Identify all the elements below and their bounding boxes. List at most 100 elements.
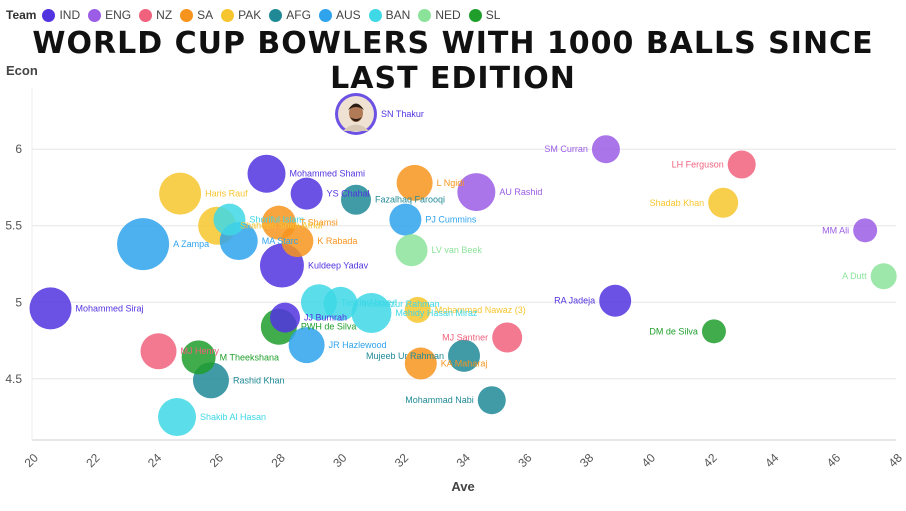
point-label: KA Maharaj bbox=[441, 358, 488, 368]
point-label: MM Ali bbox=[822, 225, 849, 235]
data-point bbox=[404, 347, 437, 380]
labels-layer: SN Thakur SM Curran LH Ferguson Mohammed Sh… bbox=[76, 109, 868, 422]
legend-label: AUS bbox=[335, 8, 361, 22]
x-tick-label: 40 bbox=[639, 450, 659, 470]
legend-swatch bbox=[88, 8, 102, 22]
legend-item-eng[interactable]: ENG bbox=[88, 8, 131, 22]
data-point bbox=[281, 225, 314, 258]
data-point bbox=[599, 284, 632, 317]
legend-swatch bbox=[180, 8, 194, 22]
legend-title: Team bbox=[6, 8, 37, 22]
legend-label: PAK bbox=[238, 8, 262, 22]
x-tick-label: 24 bbox=[145, 450, 165, 470]
x-tick-label: 28 bbox=[268, 450, 288, 470]
point-label: MJ Santner bbox=[442, 332, 488, 342]
legend-swatch bbox=[368, 8, 382, 22]
data-point bbox=[288, 327, 325, 364]
point-label: Mujeeb Ur Rahman bbox=[366, 351, 444, 361]
point-label: L Ngidi bbox=[437, 178, 465, 188]
x-tick-label: 38 bbox=[577, 450, 597, 470]
data-point bbox=[853, 218, 878, 243]
legend-swatch bbox=[42, 8, 56, 22]
point-label: MJ Henry bbox=[181, 346, 220, 356]
data-point bbox=[29, 287, 72, 330]
photo-beard bbox=[350, 117, 362, 122]
x-tick-label: 36 bbox=[515, 450, 535, 470]
data-point bbox=[870, 263, 897, 290]
data-point bbox=[213, 203, 246, 236]
point-label: A Dutt bbox=[842, 271, 867, 281]
point-label: SN Thakur bbox=[381, 109, 424, 119]
point-label: Mustafizur Rahman bbox=[362, 299, 440, 309]
data-point bbox=[140, 333, 177, 370]
data-point bbox=[727, 150, 756, 179]
data-point bbox=[351, 292, 392, 333]
legend-item-sl[interactable]: SL bbox=[468, 8, 501, 22]
x-tick-label: 44 bbox=[762, 450, 782, 470]
x-tick-label: 34 bbox=[454, 450, 474, 470]
legend-items: IND ENG NZ SA PAK AFG AUS BAN NED SL bbox=[42, 8, 508, 22]
data-point bbox=[158, 398, 197, 437]
y-axis-label: Econ bbox=[6, 63, 38, 78]
legend-swatch bbox=[418, 8, 432, 22]
point-label: DM de Silva bbox=[649, 326, 698, 336]
legend-item-aus[interactable]: AUS bbox=[318, 8, 361, 22]
point-label: MA Starc bbox=[262, 236, 299, 246]
x-tick-label: 48 bbox=[886, 450, 906, 470]
legend-item-sa[interactable]: SA bbox=[180, 8, 213, 22]
point-label: Mohammad Nabi bbox=[405, 395, 474, 405]
legend-swatch bbox=[139, 8, 153, 22]
data-point bbox=[389, 203, 422, 236]
photo-shoulders bbox=[343, 124, 369, 132]
data-point bbox=[323, 286, 358, 321]
point-label: RA Jadeja bbox=[554, 296, 595, 306]
legend-swatch bbox=[318, 8, 332, 22]
points-layer bbox=[29, 93, 897, 437]
point-label: Fazalhaq Farooqi bbox=[375, 195, 445, 205]
point-label: K Rabada bbox=[317, 236, 357, 246]
point-label: Kuldeep Yadav bbox=[308, 261, 369, 271]
x-tick-label: 30 bbox=[330, 450, 350, 470]
data-point bbox=[448, 339, 480, 372]
legend-item-nz[interactable]: NZ bbox=[139, 8, 172, 22]
point-label: A Zampa bbox=[173, 239, 209, 249]
legend-swatch bbox=[221, 8, 235, 22]
point-label: Mohammad Nawaz (3) bbox=[435, 305, 526, 315]
legend-label: ENG bbox=[105, 8, 132, 22]
legend-item-ind[interactable]: IND bbox=[42, 8, 80, 22]
point-label: JJ Bumrah bbox=[304, 313, 347, 323]
y-tick-label: 4.5 bbox=[5, 372, 22, 386]
point-label: Haris Rauf bbox=[205, 189, 248, 199]
y-tick-label: 6 bbox=[15, 142, 22, 156]
data-point bbox=[117, 218, 170, 271]
data-point bbox=[395, 234, 428, 267]
point-label: T Shamsi bbox=[300, 218, 338, 228]
data-point bbox=[492, 322, 523, 353]
x-tick-label: 42 bbox=[700, 450, 720, 470]
data-point bbox=[159, 172, 202, 215]
x-tick-label: 22 bbox=[83, 450, 103, 470]
photo-face bbox=[349, 104, 363, 123]
legend-label: BAN bbox=[385, 8, 411, 22]
point-label: JR Hazlewood bbox=[329, 340, 387, 350]
data-point bbox=[290, 177, 323, 210]
legend-label: AFG bbox=[286, 8, 311, 22]
legend-item-afg[interactable]: AFG bbox=[269, 8, 311, 22]
legend-item-ned[interactable]: NED bbox=[418, 8, 461, 22]
legend: Team IND ENG NZ SA PAK AFG AUS BAN NED SL bbox=[6, 6, 508, 24]
legend-label: SL bbox=[485, 8, 501, 22]
legend-label: SA bbox=[197, 8, 214, 22]
legend-item-pak[interactable]: PAK bbox=[221, 8, 261, 22]
legend-item-ban[interactable]: BAN bbox=[368, 8, 411, 22]
point-label: LV van Beek bbox=[432, 245, 483, 255]
point-label: YS Chahal bbox=[327, 189, 370, 199]
legend-label: NED bbox=[435, 8, 461, 22]
legend-label: NZ bbox=[156, 8, 173, 22]
point-label: PWH de Silva bbox=[301, 322, 357, 332]
data-point bbox=[708, 187, 739, 218]
x-tick-label: 26 bbox=[207, 450, 227, 470]
data-point bbox=[247, 154, 286, 193]
data-point bbox=[270, 302, 301, 333]
x-axis-label: Ave bbox=[451, 479, 474, 494]
